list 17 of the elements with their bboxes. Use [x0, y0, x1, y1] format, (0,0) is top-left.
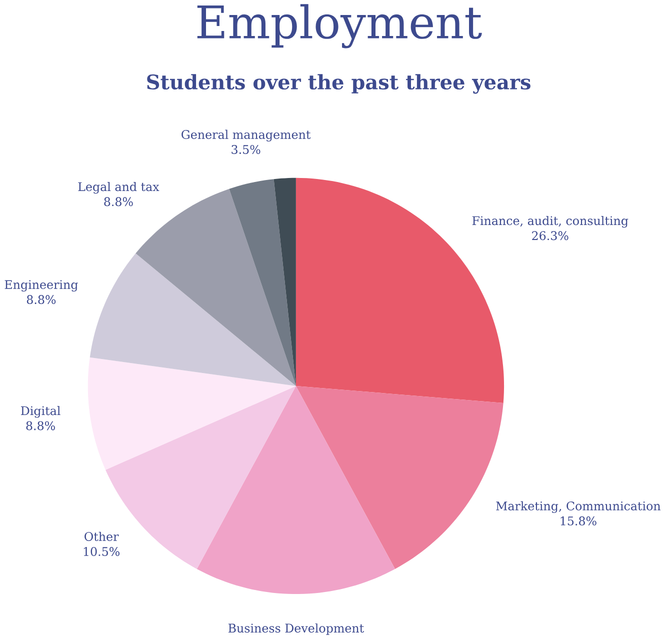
data-label: 8.8%	[26, 421, 55, 430]
data-label: 10.5%	[84, 546, 120, 556]
slice-label: Legal and tax	[78, 182, 160, 194]
slice-label: General management	[182, 130, 311, 142]
data-label: 8.8%	[26, 294, 56, 304]
data-label: 26.3%	[532, 231, 568, 240]
slice-label: Marketing, Communication	[496, 501, 660, 513]
data-label: 15.8%	[560, 516, 596, 526]
data-label: 8.8%	[104, 197, 133, 206]
slice-label: Business Development	[228, 623, 364, 635]
chart-title: Employment	[197, 4, 482, 48]
slice-label: Finance, audit, consulting	[472, 216, 628, 228]
slice-label: Digital	[21, 406, 60, 418]
data-label: 3.5%	[232, 144, 260, 154]
slice-label: Other	[84, 532, 119, 541]
slice-label: Engineering	[4, 280, 78, 292]
chart-subtitle: Students over the past three years	[147, 74, 530, 94]
